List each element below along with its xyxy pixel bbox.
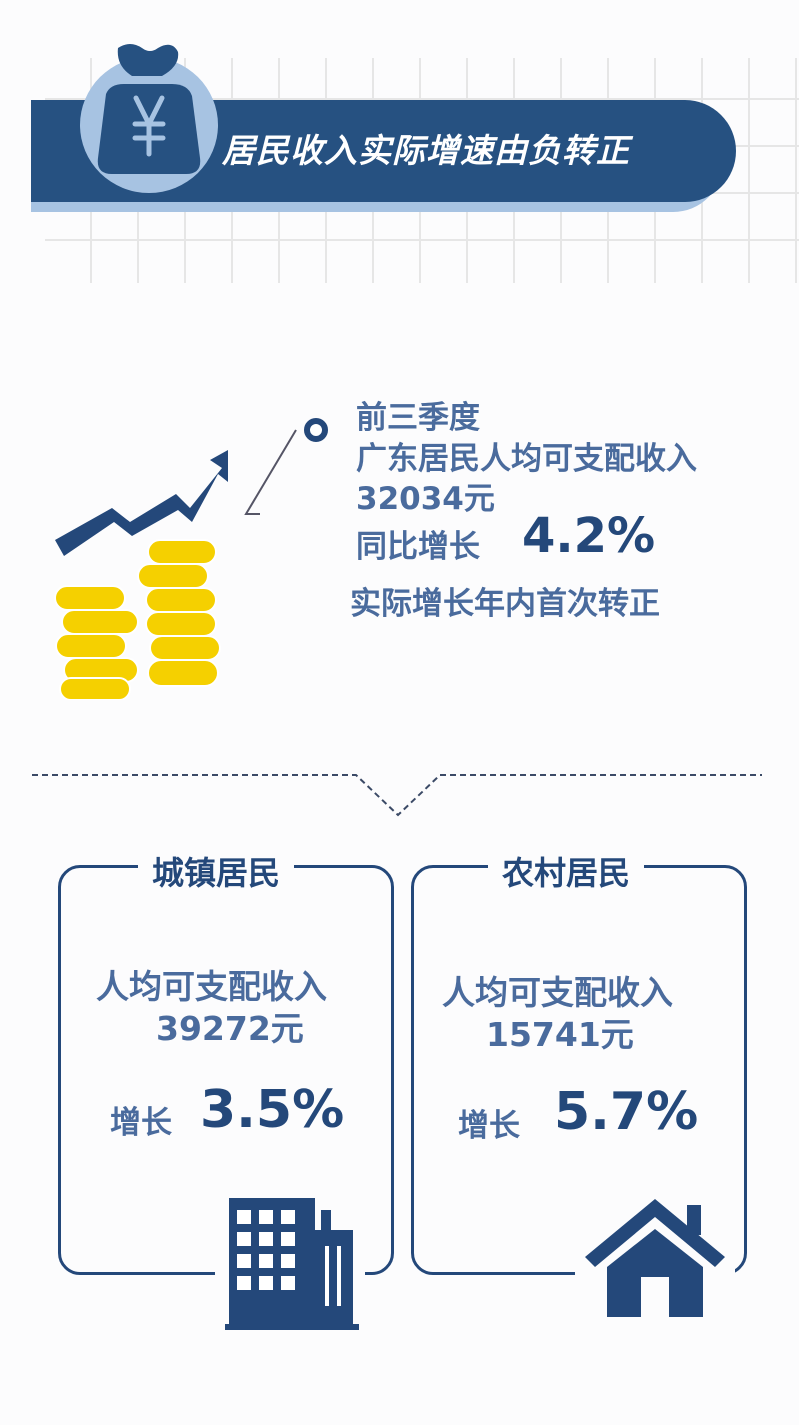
coins-growth-illustration (54, 418, 328, 700)
rural-growth-label: 增长 (458, 1108, 520, 1144)
summary-growth-label: 同比增长 (356, 529, 480, 565)
urban-income-label: 人均可支配收入 (96, 967, 327, 1006)
rural-card-title: 农村居民 (488, 848, 645, 894)
rural-income-label: 人均可支配收入 (442, 973, 673, 1012)
summary-period: 前三季度 (356, 400, 480, 436)
summary-growth-value: 4.2% (522, 508, 656, 564)
urban-card-title: 城镇居民 (138, 848, 295, 894)
coin-stack-icon (54, 539, 221, 700)
summary-income: 32034元 (356, 481, 495, 517)
house-icon (575, 1195, 735, 1325)
page-title: 居民收入实际增速由负转正 (222, 131, 630, 170)
urban-growth-value: 3.5% (200, 1080, 345, 1140)
up-arrow-icon (55, 450, 228, 556)
summary-note: 实际增长年内首次转正 (350, 586, 660, 622)
summary-subject: 广东居民人均可支配收入 (356, 441, 697, 477)
rural-growth-value: 5.7% (554, 1082, 699, 1142)
building-icon (215, 1190, 365, 1335)
urban-growth-label: 增长 (110, 1105, 172, 1141)
urban-income-value: 39272元 (156, 1009, 304, 1048)
money-bag-yuan-icon (97, 44, 201, 174)
rural-income-value: 15741元 (486, 1015, 634, 1054)
dashed-divider (32, 774, 762, 817)
